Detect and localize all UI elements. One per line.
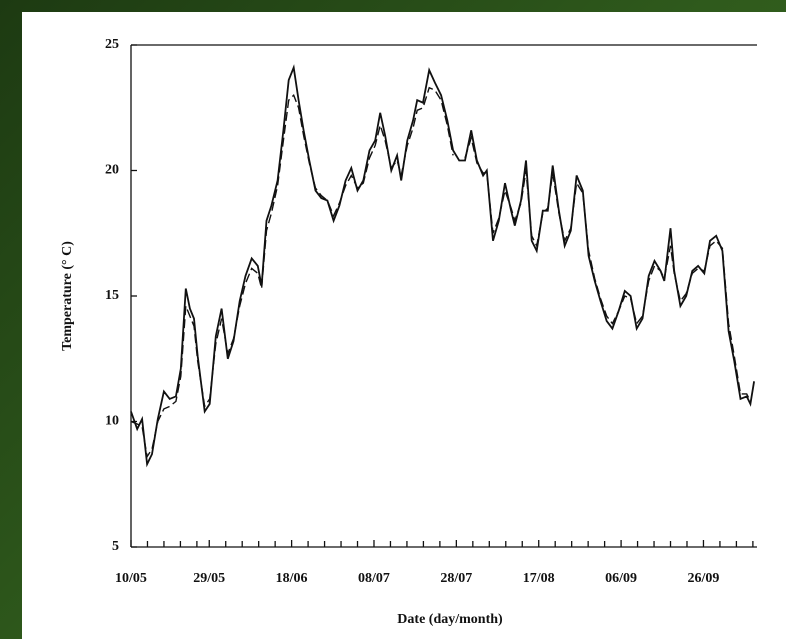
- y-tick-label: 5: [112, 539, 119, 554]
- x-tick-label: 29/05: [193, 571, 225, 586]
- y-tick-label: 25: [105, 37, 119, 52]
- x-axis-label: Date (day/month): [397, 612, 503, 627]
- x-tick-label: 08/07: [358, 571, 390, 586]
- x-tick-label: 06/09: [605, 571, 637, 586]
- y-axis-label: Temperature (° C): [60, 241, 75, 351]
- y-tick-label: 10: [105, 414, 119, 429]
- x-tick-label: 18/06: [276, 571, 308, 586]
- x-tick-label: 28/07: [440, 571, 472, 586]
- series-line: [464, 135, 752, 402]
- series-line: [130, 86, 454, 459]
- x-tick-label: 26/09: [688, 571, 720, 586]
- y-tick-label: 15: [105, 288, 119, 303]
- paper: [22, 12, 786, 639]
- x-tick-label: 17/08: [523, 571, 555, 586]
- series-line: [130, 64, 755, 468]
- x-tick-label: 10/05: [115, 571, 147, 586]
- y-tick-label: 20: [105, 163, 119, 178]
